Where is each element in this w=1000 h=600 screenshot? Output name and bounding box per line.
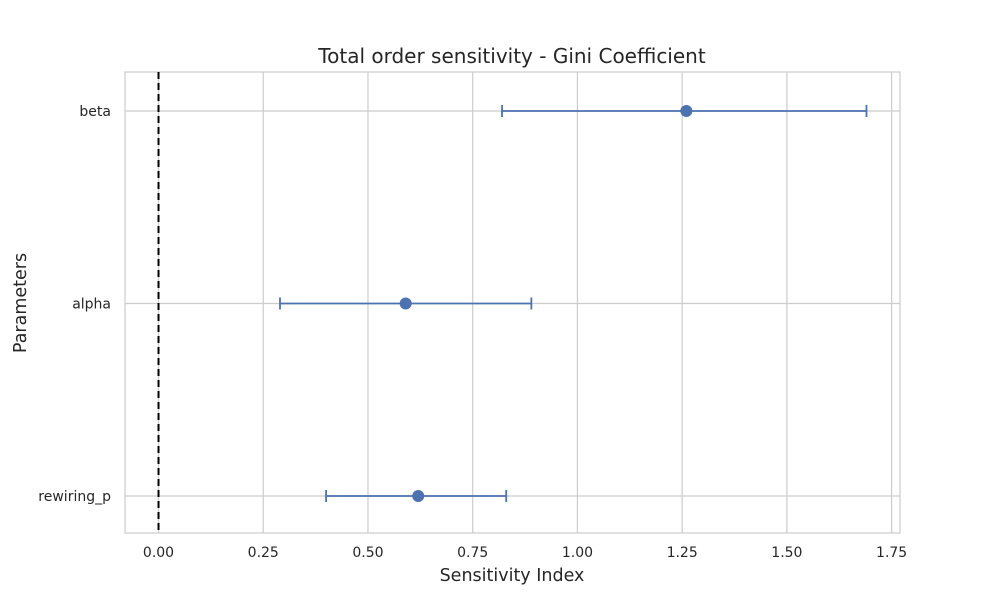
x-tick-label: 0.50	[352, 545, 383, 561]
x-tick-label: 1.25	[667, 545, 698, 561]
data-points	[279, 105, 868, 502]
x-tick-label: 1.75	[876, 545, 907, 561]
chart-title: Total order sensitivity - Gini Coefficie…	[317, 44, 706, 68]
tick-labels: 0.00 0.25 0.50 0.75 1.00 1.25 1.50 1.75 beta alph…	[38, 104, 907, 561]
data-point	[680, 105, 693, 117]
plot-area	[124, 71, 901, 534]
x-axis-title: Sensitivity Index	[440, 566, 585, 586]
x-tick-label: 1.50	[771, 545, 802, 561]
x-tick-label: 0.00	[143, 545, 174, 561]
x-tick-label: 0.25	[248, 545, 279, 561]
y-axis-title: Parameters	[11, 253, 31, 353]
x-tick-label: 1.00	[562, 545, 593, 561]
y-tick-label: rewiring_p	[38, 489, 111, 505]
data-point	[412, 490, 425, 502]
y-tick-label: alpha	[72, 297, 111, 313]
x-tick-label: 0.75	[457, 545, 488, 561]
y-tick-label: beta	[79, 104, 111, 120]
data-point	[399, 297, 412, 310]
